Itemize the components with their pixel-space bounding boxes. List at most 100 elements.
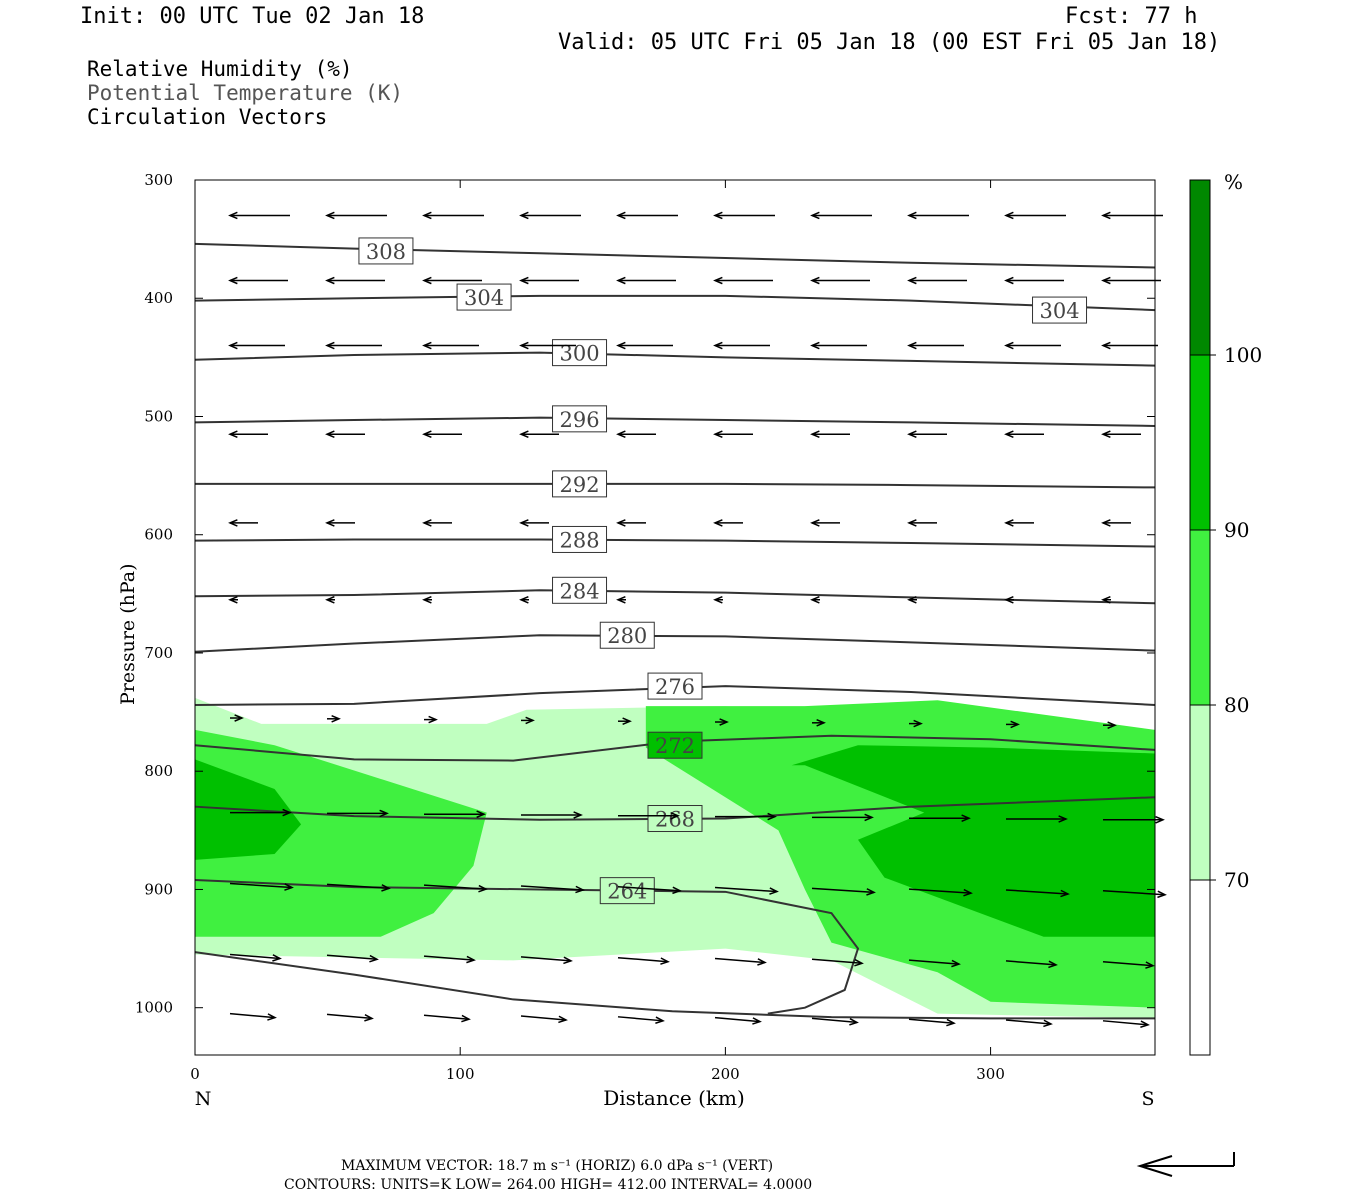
- colorbar-frame: [1189, 179, 1211, 1056]
- circulation-vector: [1006, 720, 1020, 729]
- x-tick-label: 100: [446, 1065, 475, 1083]
- circulation-vector: [810, 595, 820, 604]
- theta-contour-304-1: [194, 294, 1156, 312]
- circulation-vector: [616, 211, 678, 220]
- circulation-vector: [812, 813, 874, 822]
- max-vector-note: MAXIMUM VECTOR: 18.7 m s⁻¹ (HORIZ) 6.0 d…: [341, 1158, 774, 1174]
- circulation-vector: [325, 595, 335, 604]
- contour-label: 292: [559, 473, 599, 497]
- contour-label: 264: [607, 880, 647, 904]
- colorbar-label: 90: [1224, 518, 1249, 542]
- colorbar-segment: [1190, 530, 1210, 705]
- circulation-vector: [325, 211, 387, 220]
- contour-label-box: [647, 672, 703, 700]
- circulation-vector: [520, 885, 585, 894]
- circulation-vector: [715, 718, 729, 726]
- circulation-vector: [327, 715, 341, 723]
- circulation-vector: [424, 810, 486, 819]
- circulation-vector: [519, 276, 579, 285]
- circulation-vector: [229, 1012, 277, 1021]
- circulation-vector: [1004, 519, 1034, 527]
- contour-label: 284: [559, 579, 599, 603]
- circulation-vector: [714, 957, 767, 966]
- circulation-vector: [325, 430, 365, 439]
- circulation-vector: [1005, 960, 1058, 969]
- theta-contour-276-9: [194, 685, 1156, 706]
- circulation-vector: [909, 814, 971, 823]
- circulation-vector: [423, 955, 476, 964]
- circulation-vector: [907, 595, 917, 604]
- contour-label-box: [647, 731, 703, 759]
- rh-region-90-4: [791, 745, 1155, 937]
- circulation-vector: [713, 341, 770, 350]
- circulation-vector: [909, 719, 923, 728]
- circulation-vector: [1004, 430, 1044, 439]
- circulation-vector: [521, 716, 535, 725]
- circulation-vector: [810, 430, 850, 439]
- contour-label: 268: [655, 808, 695, 832]
- circulation-vector: [1005, 1019, 1053, 1028]
- circulation-vector: [422, 211, 484, 220]
- circulation-vector: [423, 884, 488, 893]
- circulation-vector: [713, 430, 753, 439]
- circulation-vector: [617, 885, 682, 895]
- theta-contour-surface-13: [194, 951, 1155, 1020]
- theta-contour-292-5: [195, 482, 1156, 489]
- plot-frame: [194, 179, 1156, 1056]
- contour-label: 304: [1039, 299, 1079, 323]
- circulation-vector: [228, 276, 288, 285]
- contour-label: 272: [655, 734, 695, 758]
- colorbar-segment: [1190, 880, 1210, 1055]
- circulation-vector: [713, 276, 773, 285]
- y-tick-label: 300: [144, 171, 173, 189]
- contour-label: 304: [464, 286, 504, 310]
- circulation-vector: [907, 211, 969, 220]
- colorbar-label: 80: [1224, 693, 1249, 717]
- y-tick-label: 700: [144, 644, 173, 662]
- circulation-vector: [713, 595, 723, 604]
- circulation-vector: [519, 341, 576, 350]
- circulation-vector: [422, 341, 479, 350]
- circulation-vector: [228, 430, 268, 439]
- circulation-vector: [325, 276, 385, 285]
- circulation-vector: [1101, 430, 1141, 439]
- circulation-vector: [1103, 721, 1117, 730]
- circulation-vector: [810, 276, 870, 285]
- circulation-vector: [617, 1016, 665, 1024]
- circulation-vector: [810, 211, 872, 220]
- circulation-vector: [327, 809, 389, 818]
- circulation-vector: [713, 211, 775, 220]
- forecast-hour: Fcst: 77 h: [1065, 4, 1198, 29]
- circulation-vector: [520, 956, 573, 965]
- contour-label-box: [456, 283, 512, 311]
- circulation-vector: [810, 519, 840, 527]
- circulation-vector: [811, 958, 864, 967]
- end-label-north: N: [195, 1088, 212, 1110]
- contour-label: 308: [366, 240, 406, 264]
- circulation-vector: [229, 953, 282, 962]
- circulation-vector: [424, 715, 438, 724]
- theta-contour-300-3: [194, 351, 1156, 367]
- circulation-vector: [812, 719, 826, 727]
- field-rh: Relative Humidity (%): [87, 57, 353, 81]
- y-axis-label: Pressure (hPa): [117, 563, 139, 705]
- circulation-vector: [907, 430, 947, 439]
- circulation-vector: [1004, 276, 1064, 285]
- circulation-vector: [714, 886, 779, 895]
- colorbar-segment: [1190, 180, 1210, 355]
- circulation-vector: [1004, 595, 1014, 604]
- circulation-vector: [230, 808, 292, 817]
- contour-label: 288: [559, 528, 599, 552]
- circulation-vector: [228, 595, 238, 604]
- circulation-vector: [422, 519, 452, 527]
- x-axis-label: Distance (km): [603, 1086, 745, 1110]
- contour-label-box: [552, 525, 608, 553]
- circulation-vector: [616, 276, 676, 285]
- colorbar-segment: [1190, 355, 1210, 530]
- circulation-vector: [616, 519, 646, 527]
- y-tick-label: 400: [144, 289, 173, 307]
- theta-contour-284-7: [194, 589, 1156, 605]
- x-tick-label: 300: [976, 1065, 1005, 1083]
- y-tick-label: 900: [144, 880, 173, 898]
